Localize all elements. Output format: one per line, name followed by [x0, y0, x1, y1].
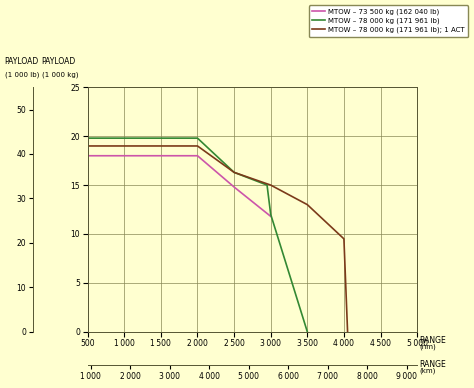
MTOW – 78 000 kg (171 961 lb) [304, 329, 310, 334]
Text: (1 000 kg): (1 000 kg) [42, 71, 78, 78]
MTOW – 78 000 kg (171 961 lb); 1 ACT [268, 183, 273, 187]
Text: (km): (km) [419, 368, 436, 374]
Text: (1 000 lb): (1 000 lb) [5, 71, 39, 78]
Line: MTOW – 78 000 kg (171 961 lb): MTOW – 78 000 kg (171 961 lb) [88, 138, 307, 332]
MTOW – 78 000 kg (171 961 lb); 1 ACT [341, 237, 347, 241]
MTOW – 73 500 kg (162 040 lb) [268, 214, 273, 219]
Text: RANGE: RANGE [419, 360, 446, 369]
MTOW – 78 000 kg (171 961 lb); 1 ACT [195, 144, 201, 148]
Text: RANGE: RANGE [419, 336, 446, 345]
MTOW – 73 500 kg (162 040 lb) [231, 185, 237, 189]
Legend: MTOW – 73 500 kg (162 040 lb), MTOW – 78 000 kg (171 961 lb), MTOW – 78 000 kg (: MTOW – 73 500 kg (162 040 lb), MTOW – 78… [309, 5, 468, 37]
MTOW – 78 000 kg (171 961 lb); 1 ACT [345, 329, 350, 334]
Line: MTOW – 73 500 kg (162 040 lb): MTOW – 73 500 kg (162 040 lb) [88, 156, 271, 217]
MTOW – 78 000 kg (171 961 lb); 1 ACT [85, 144, 91, 148]
MTOW – 78 000 kg (171 961 lb) [264, 183, 270, 187]
MTOW – 78 000 kg (171 961 lb) [231, 170, 237, 175]
Text: (nm): (nm) [419, 343, 436, 350]
Text: PAYLOAD: PAYLOAD [5, 57, 39, 66]
MTOW – 73 500 kg (162 040 lb) [195, 153, 201, 158]
MTOW – 73 500 kg (162 040 lb) [85, 153, 91, 158]
Line: MTOW – 78 000 kg (171 961 lb); 1 ACT: MTOW – 78 000 kg (171 961 lb); 1 ACT [88, 146, 347, 332]
MTOW – 78 000 kg (171 961 lb) [268, 212, 273, 217]
MTOW – 78 000 kg (171 961 lb); 1 ACT [231, 170, 237, 175]
MTOW – 78 000 kg (171 961 lb) [195, 136, 201, 140]
Text: PAYLOAD: PAYLOAD [42, 57, 76, 66]
MTOW – 78 000 kg (171 961 lb); 1 ACT [304, 202, 310, 207]
MTOW – 73 500 kg (162 040 lb) [173, 153, 178, 158]
MTOW – 78 000 kg (171 961 lb) [85, 136, 91, 140]
